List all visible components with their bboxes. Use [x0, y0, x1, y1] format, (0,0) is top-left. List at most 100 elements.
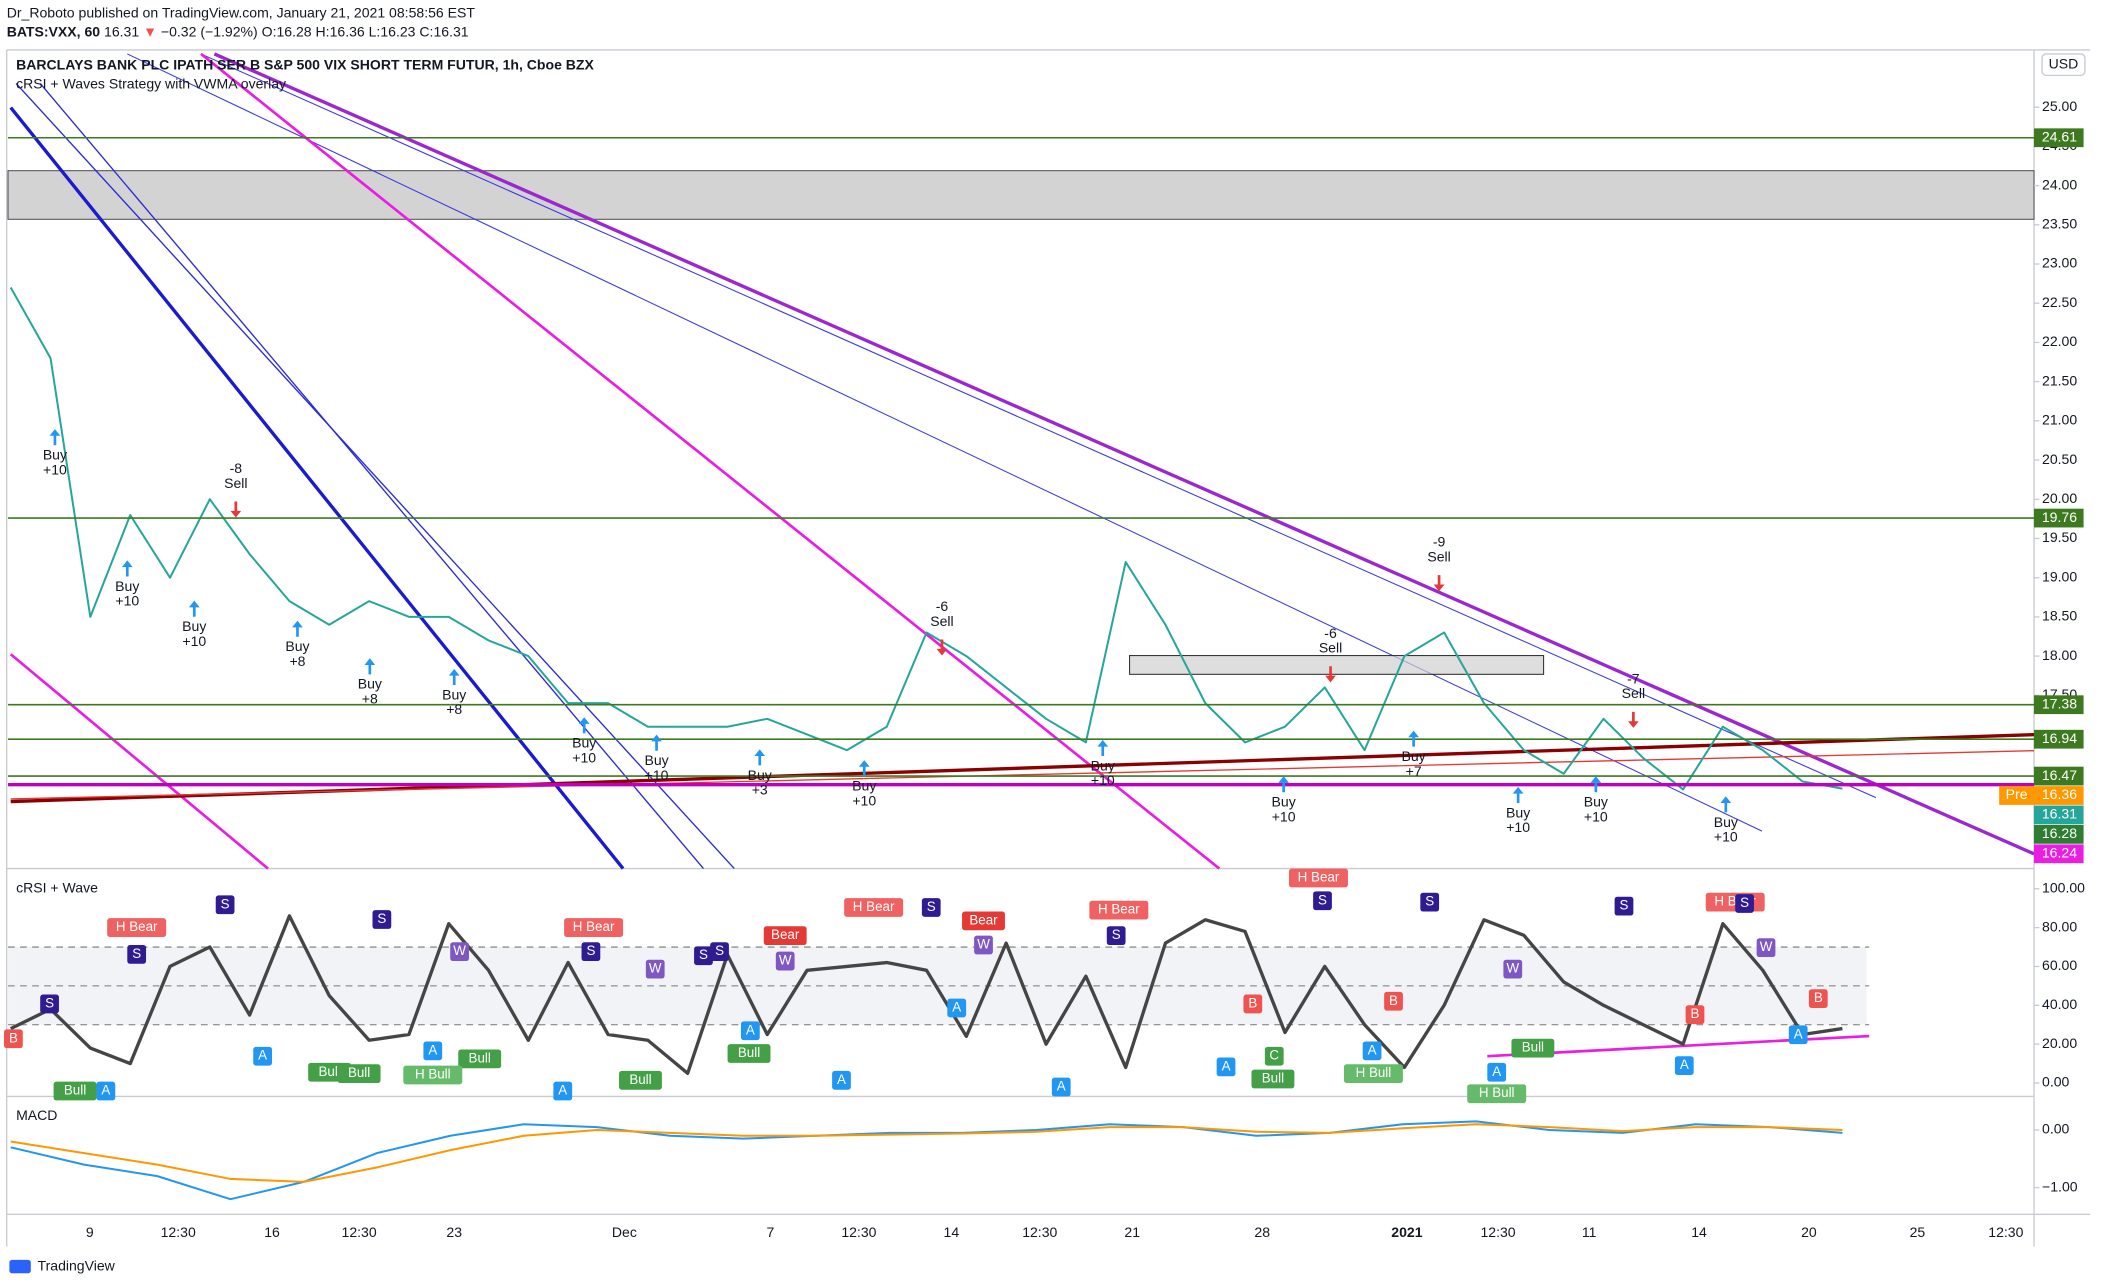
signal-tag-label: W [1506, 961, 1519, 976]
series-line [10, 1120, 1843, 1201]
y-tick-label: 22.00 [2042, 333, 2077, 349]
change-arrow: ▼ [143, 23, 157, 39]
signal-label: Buy [43, 447, 67, 463]
price-label: 16.94 [2042, 730, 2077, 746]
ohlc: O:16.28 H:16.36 L:16.23 C:16.31 [262, 23, 469, 39]
signal-label: Buy [748, 767, 772, 783]
signal-label: -9 [1433, 534, 1446, 550]
trend-line [200, 53, 1877, 799]
last-price: 16.31 [104, 23, 139, 39]
signal-tag-label: H Bear [573, 919, 615, 934]
signal-tag-label: H Bull [415, 1066, 451, 1081]
y-tick-label: 21.50 [2042, 372, 2077, 388]
y-tick-label: 20.50 [2042, 451, 2077, 467]
signal-tag [458, 1049, 502, 1069]
signal-tag [253, 1046, 273, 1066]
signal-tag [4, 1029, 23, 1049]
signal-tag-label: A [428, 1042, 437, 1057]
y-tick-label: −1.00 [2042, 1178, 2078, 1194]
y-tick-label: 100.00 [2042, 879, 2085, 895]
author-line: Dr_Roboto published on TradingView.com, … [7, 4, 476, 20]
y-tick-label: 20.00 [2042, 490, 2077, 506]
signal-arrow [858, 760, 870, 777]
footer-brand: TradingView [38, 1257, 116, 1273]
signal-tag-label: S [1112, 927, 1121, 942]
signal-arrow [1097, 739, 1109, 757]
signal-arrow [1408, 730, 1419, 747]
signal-tag-label: S [1620, 898, 1629, 913]
signal-tag-label: S [1425, 894, 1434, 909]
signal-arrow [1325, 666, 1336, 683]
signal-tag-label: Bull [318, 1064, 340, 1079]
x-tick-label: 12:30 [1988, 1224, 2023, 1240]
signal-tag-label: H Bull [1479, 1085, 1515, 1100]
signal-label: +10 [1272, 808, 1296, 824]
signal-tag-label: Bear [771, 927, 800, 942]
signal-tag [974, 935, 993, 955]
signal-tag [1735, 894, 1754, 913]
signal-label: +10 [1091, 772, 1115, 788]
signal-label: +10 [645, 767, 669, 783]
signal-tag [619, 1070, 662, 1090]
signal-tag-label: S [699, 947, 708, 962]
x-tick-label: 12:30 [161, 1224, 196, 1240]
signal-tag-label: Bear [969, 912, 998, 927]
signal-arrow [448, 668, 460, 686]
signal-tag [553, 1081, 573, 1101]
signal-tag-label: A [558, 1083, 567, 1098]
signal-label: Buy [1714, 814, 1738, 830]
signal-tag [962, 911, 1005, 931]
signal-tag [1216, 1057, 1236, 1077]
signal-tag [710, 942, 729, 962]
trend-lines [9, 52, 2035, 1058]
signal-arrow [1590, 776, 1602, 793]
price-label: 16.24 [2042, 845, 2077, 861]
signal-label: Buy [442, 686, 466, 702]
signal-arrow [364, 658, 376, 675]
symbol-line: BATS:VXX, 60 16.31 ▼ −0.32 (−1.92%) O:16… [7, 23, 469, 39]
x-tick-label: 9 [86, 1224, 94, 1240]
signal-tag [1808, 989, 1828, 1008]
signal-tag-label: Bull [629, 1072, 651, 1087]
signal-tag [1420, 892, 1440, 912]
x-tick-label: 12:30 [841, 1224, 876, 1240]
signal-tag [1343, 1064, 1403, 1083]
y-tick-label: 60.00 [2042, 957, 2077, 973]
trend-line [9, 106, 625, 870]
signal-label: +8 [362, 690, 378, 706]
signal-tag-label: S [221, 896, 230, 911]
signal-tag-label: A [746, 1022, 755, 1037]
signal-tag [1243, 994, 1263, 1014]
series-line [9, 286, 1843, 791]
signal-tag [1614, 896, 1634, 916]
signal-tag [127, 944, 147, 964]
y-tick-label: 40.00 [2042, 996, 2077, 1012]
trend-line [39, 82, 704, 870]
signal-arrow [230, 501, 242, 518]
signal-tag [1511, 1038, 1555, 1058]
signal-label: +10 [1506, 819, 1530, 835]
signal-label: -7 [1627, 670, 1640, 686]
signal-label: +10 [852, 792, 876, 808]
x-tick-label: 14 [1691, 1224, 1707, 1240]
x-tick-label: 20 [1801, 1224, 1817, 1240]
signal-label: Buy [1506, 804, 1530, 820]
symbol: BATS:VXX, 60 [7, 23, 101, 39]
signal-label: -6 [1324, 625, 1337, 641]
signal-label: Sell [1427, 548, 1450, 564]
price-label-box [2034, 729, 2084, 749]
price-label-box [2034, 128, 2084, 148]
x-tick-label: 21 [1124, 1224, 1140, 1240]
signal-tag [1467, 1084, 1527, 1104]
signal-tag [215, 895, 235, 915]
signal-tag [53, 1081, 97, 1101]
zone [7, 170, 2035, 220]
signal-tag-label: A [1492, 1064, 1501, 1079]
signal-tag [694, 946, 713, 966]
price-label-box [2034, 844, 2084, 864]
signal-tag [403, 1065, 463, 1085]
price-label-box [2034, 824, 2084, 844]
signal-label: Buy [285, 638, 309, 654]
signal-arrow [188, 600, 200, 617]
